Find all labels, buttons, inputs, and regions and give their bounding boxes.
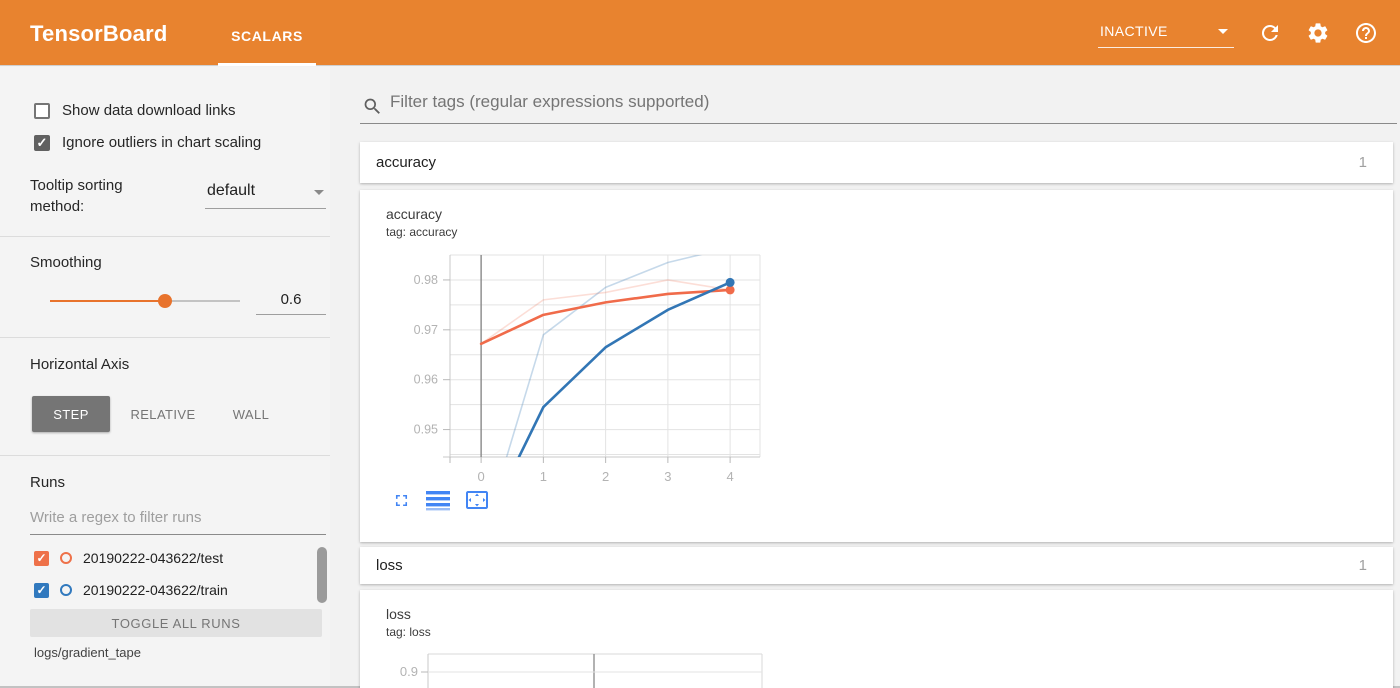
sidebar-divider — [0, 236, 330, 237]
chart-action-icons — [392, 488, 489, 512]
smoothing-value: 0.6 — [256, 291, 326, 315]
accuracy-line-chart[interactable]: 0.95 0.96 0.97 0.98 0 1 2 3 4 — [400, 245, 780, 483]
run-train-label: 20190222-043622/train — [83, 582, 228, 598]
svg-text:0.98: 0.98 — [414, 273, 438, 287]
loss-group-header[interactable]: loss 1 — [360, 547, 1393, 584]
accuracy-group-count: 1 — [1358, 154, 1367, 171]
svg-text:0.96: 0.96 — [414, 373, 438, 387]
chevron-down-icon — [314, 190, 324, 195]
accuracy-group-header[interactable]: accuracy 1 — [360, 142, 1393, 183]
toggle-all-runs-button[interactable]: TOGGLE ALL RUNS — [30, 609, 322, 637]
reload-status-dropdown[interactable]: INACTIVE — [1098, 19, 1234, 48]
run-train-color-swatch — [60, 584, 72, 596]
run-test-checkbox[interactable]: ✓ — [34, 550, 49, 566]
expand-chart-icon[interactable] — [392, 491, 411, 510]
loss-group-title: loss — [376, 557, 403, 574]
runs-label: Runs — [30, 474, 66, 491]
refresh-icon[interactable] — [1258, 21, 1282, 45]
chart-title: accuracy — [386, 206, 443, 222]
loss-ytick-label: 0.9 — [399, 664, 418, 679]
svg-text:4: 4 — [727, 469, 734, 483]
run-row-test[interactable]: ✓ 20190222-043622/test — [34, 550, 223, 566]
fit-domain-icon[interactable] — [465, 488, 489, 512]
show-download-links-label: Show data download links — [62, 102, 236, 119]
loss-group-count: 1 — [1358, 557, 1367, 574]
axis-relative-button[interactable]: RELATIVE — [118, 396, 208, 432]
tab-scalars-label: SCALARS — [231, 28, 303, 44]
sidebar-divider — [0, 337, 330, 338]
app-header: TensorBoard SCALARS INACTIVE — [0, 0, 1400, 66]
show-download-links-checkbox[interactable] — [34, 102, 50, 119]
horizontal-axis-label: Horizontal Axis — [30, 356, 130, 373]
help-icon[interactable] — [1354, 21, 1378, 45]
header-actions: INACTIVE — [1098, 0, 1378, 66]
runs-regex-input[interactable] — [30, 505, 326, 535]
log-directory-path: logs/gradient_tape — [34, 645, 141, 660]
smoothing-slider-fill — [50, 300, 165, 302]
show-download-links-checkbox-row[interactable]: Show data download links — [34, 102, 235, 119]
ignore-outliers-checkbox-row[interactable]: ✓ Ignore outliers in chart scaling — [34, 134, 261, 151]
sidebar-divider — [0, 455, 330, 456]
smoothing-slider-thumb[interactable] — [158, 294, 172, 308]
checkmark-icon: ✓ — [36, 583, 47, 597]
tag-filter-container — [360, 92, 1397, 124]
settings-sidebar: Show data download links ✓ Ignore outlie… — [0, 67, 330, 686]
reload-status-value: INACTIVE — [1100, 22, 1168, 39]
tab-active-indicator — [218, 63, 316, 66]
scalars-main-pane: accuracy 1 accuracy tag: accuracy 0.950.… — [330, 67, 1400, 688]
tag-filter-input[interactable] — [390, 92, 1380, 112]
svg-text:2: 2 — [602, 469, 609, 483]
smoothing-label: Smoothing — [30, 254, 102, 271]
chart-tag-subtitle: tag: loss — [386, 625, 431, 639]
axis-step-button[interactable]: STEP — [32, 396, 110, 432]
loss-chart-card: loss tag: loss 0.9 — [360, 590, 1393, 688]
svg-text:1: 1 — [540, 469, 547, 483]
ignore-outliers-label: Ignore outliers in chart scaling — [62, 134, 262, 151]
chart-tag-subtitle: tag: accuracy — [386, 225, 458, 239]
run-train-checkbox[interactable]: ✓ — [34, 582, 49, 598]
svg-text:0: 0 — [478, 469, 485, 483]
loss-line-chart[interactable]: 0.9 — [360, 590, 1393, 688]
checkmark-icon: ✓ — [36, 551, 47, 565]
chevron-down-icon — [1218, 28, 1228, 34]
app-title: TensorBoard — [30, 21, 168, 46]
settings-gear-icon[interactable] — [1306, 21, 1330, 45]
chart-title: loss — [386, 606, 411, 622]
ignore-outliers-checkbox[interactable]: ✓ — [34, 134, 50, 151]
svg-text:0.95: 0.95 — [414, 423, 438, 437]
tab-scalars[interactable]: SCALARS — [218, 0, 316, 66]
svg-text:3: 3 — [664, 469, 671, 483]
tooltip-sorting-label: Tooltip sorting method: — [30, 177, 123, 215]
runs-list-icon[interactable] — [425, 489, 451, 511]
checkmark-icon: ✓ — [36, 135, 48, 150]
tooltip-sorting-dropdown[interactable]: default — [205, 182, 326, 209]
runs-scrollbar[interactable] — [317, 547, 327, 603]
accuracy-chart-card: accuracy tag: accuracy 0.95 0.96 0.97 0.98 0… — [360, 190, 1393, 542]
svg-text:0.97: 0.97 — [414, 323, 438, 337]
smoothing-slider[interactable] — [50, 294, 240, 308]
run-test-color-swatch — [60, 552, 72, 564]
tooltip-sorting-value: default — [207, 182, 256, 199]
run-test-label: 20190222-043622/test — [83, 550, 224, 566]
search-icon — [364, 98, 380, 114]
accuracy-group-title: accuracy — [376, 154, 437, 171]
axis-wall-button[interactable]: WALL — [216, 396, 286, 432]
run-row-train[interactable]: ✓ 20190222-043622/train — [34, 582, 228, 598]
